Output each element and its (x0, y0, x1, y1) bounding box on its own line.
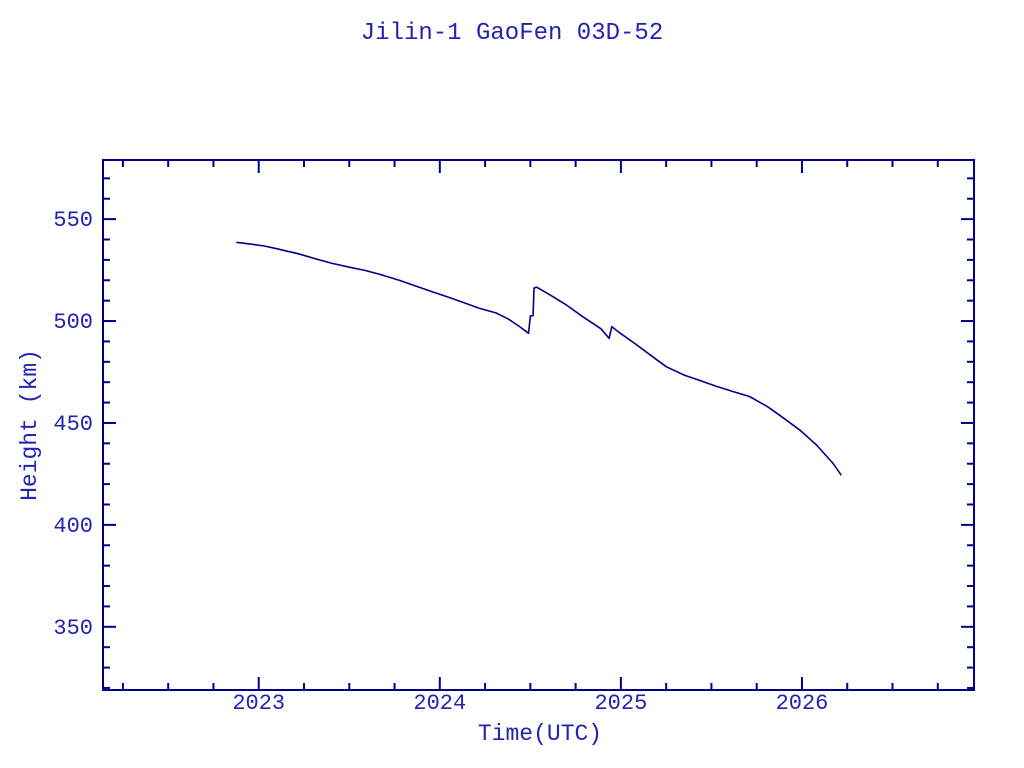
height-decay-line (236, 241, 842, 476)
axes: 2023 2024 2025 2026 350 400 450 500 550 (53, 159, 975, 716)
x-tick-label: 2024 (413, 691, 466, 716)
data-series (236, 241, 842, 476)
y-tick-label: 500 (53, 310, 93, 335)
chart-title: Jilin-1 GaoFen 03D-52 (361, 20, 663, 47)
x-axis-label: Time(UTC) (478, 721, 602, 747)
y-axis-label: Height (km) (17, 349, 43, 501)
y-tick-label: 400 (53, 514, 93, 539)
y-tick-label: 450 (53, 412, 93, 437)
x-tick-label: 2023 (232, 691, 285, 716)
y-tick-label: 550 (53, 208, 93, 233)
plot-box (102, 159, 975, 691)
x-tick-label: 2025 (594, 691, 647, 716)
x-tick-label: 2026 (776, 691, 829, 716)
y-tick-label: 350 (53, 616, 93, 641)
